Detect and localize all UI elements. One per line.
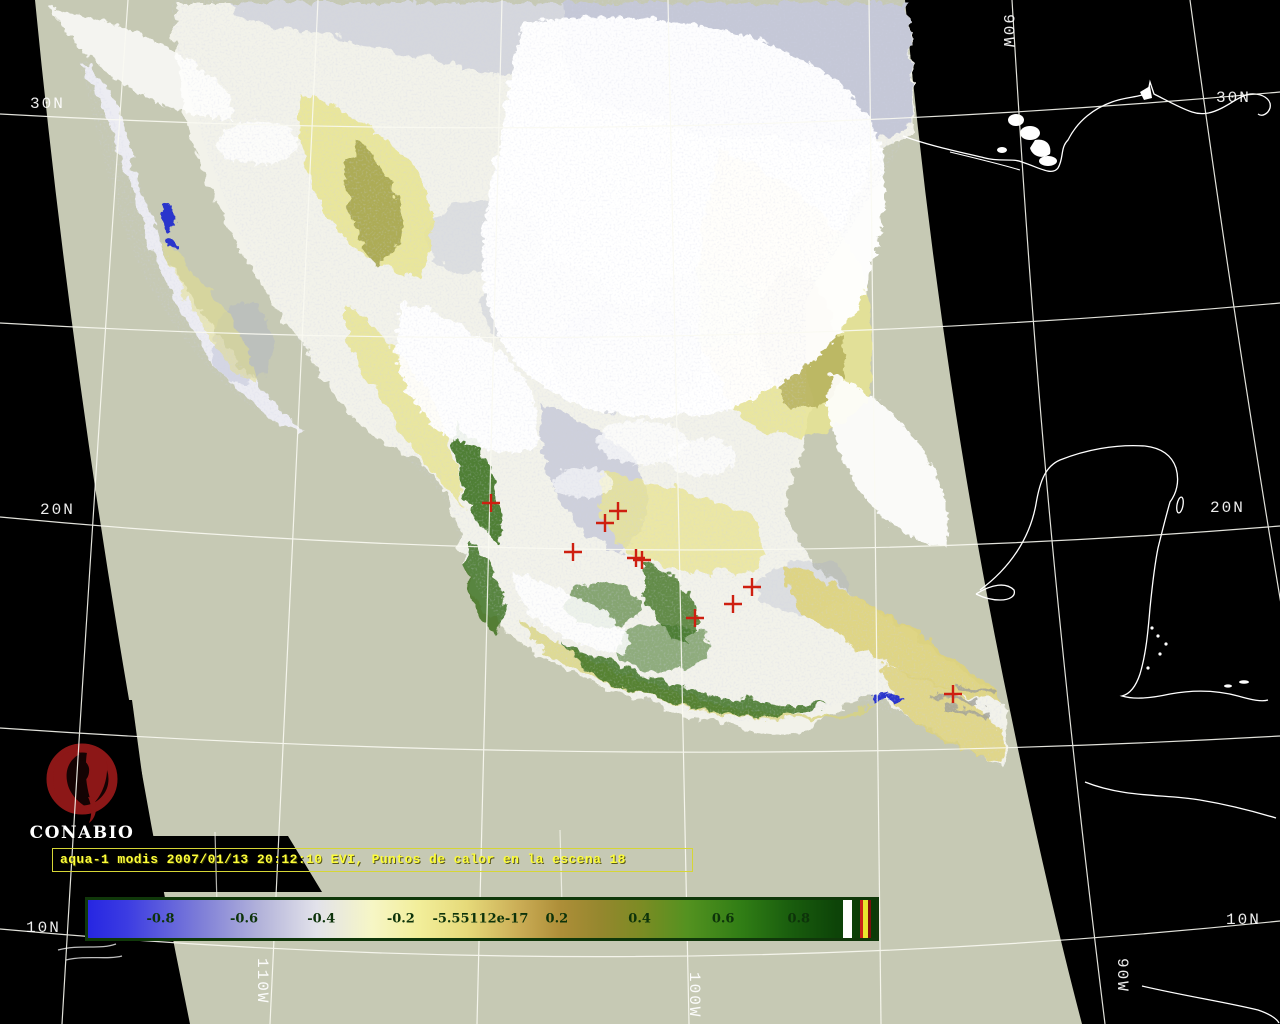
lonline-90w [1011, 0, 1106, 1024]
graticule-label-lon90-bottom: 90W [1113, 958, 1131, 993]
gridline-fragment-a [214, 831, 218, 906]
colorbar-tick-label: 0.2 [545, 911, 569, 927]
graticule-label-lat30-left: 30N [30, 95, 65, 113]
latline-25n [0, 302, 1280, 339]
coastal-lakes [997, 86, 1249, 688]
lonline-115w [61, 0, 129, 1024]
graticule-label-lat10-left: 10N [26, 919, 61, 937]
fire-hotspot-marker [633, 551, 651, 569]
fire-hotspot-marker [596, 514, 614, 532]
colorbar-tick-label: 0.8 [787, 911, 811, 927]
colorbar-tick-label: 0.4 [628, 911, 651, 927]
colorbar-stripe-yellow [863, 900, 868, 938]
colorbar-stripe-darkred [868, 900, 871, 938]
conabio-logo: CONABIO [30, 743, 135, 843]
cozumel-island [1176, 496, 1184, 514]
fire-hotspot-marker [609, 502, 627, 520]
coastline-honduras [1084, 781, 1277, 819]
graticule-labels: 30N 30N 20N 20N 10N 10N 90W 110W 100W 90W [26, 14, 1261, 1018]
fire-hotspot-marker [686, 609, 704, 627]
evi-colorbar: -0.8 -0.6 -0.4 -0.2 -5.55112e-17 0.2 0.4 0.6 0.8 [85, 897, 879, 941]
coastline-gulf-us [902, 79, 1271, 172]
evi-colorbar-gradient [88, 900, 876, 938]
gridline-fragment-b [559, 829, 563, 906]
coastline-texas-barrier [949, 151, 1021, 171]
latline-10n [0, 920, 1280, 958]
colorbar-tick-label: -5.55112e-17 [432, 911, 529, 927]
coastlines [57, 79, 1280, 1024]
colorbar-tick-label: -0.8 [146, 911, 175, 927]
graticule-label-lon100-bottom: 100W [685, 972, 703, 1018]
fire-hotspot-marker [482, 494, 500, 512]
conabio-wordmark: CONABIO [30, 823, 135, 843]
lonline-105w [476, 0, 503, 1024]
fire-hotspot-marker [564, 543, 582, 561]
latline-20n [0, 516, 1280, 551]
graticule-label-lon110-bottom: 110W [253, 958, 271, 1004]
graticule-label-lat10-right: 10N [1226, 911, 1261, 929]
colorbar-tick-label: -0.4 [307, 911, 336, 927]
colorbar-tick-label: 0.6 [711, 911, 735, 927]
coastline-fragment-left [57, 943, 123, 961]
graticule-label-lon90-top: 90W [999, 14, 1017, 49]
fire-hotspot-marker [944, 685, 962, 703]
evi-speckle-texture [78, 0, 1006, 768]
banner-backing [0, 836, 322, 892]
lonline-85w [1189, 0, 1280, 602]
colorbar-tick-label: -0.6 [230, 911, 259, 927]
colorbar-stripe-red [860, 900, 863, 938]
fire-hotspot-marker [743, 578, 761, 596]
fire-hotspot-markers [482, 494, 962, 703]
coastline-pacific-central-america [1141, 985, 1280, 1024]
graticule-label-lat20-right: 20N [1210, 499, 1245, 517]
graticule-label-lat20-left: 20N [40, 501, 75, 519]
coastline-yucatan [975, 444, 1269, 702]
colorbar-stripe-white [843, 900, 852, 938]
latline-15n [0, 727, 1280, 753]
fire-hotspot-marker [724, 595, 742, 613]
latline-30n [0, 91, 1280, 129]
colorbar-tick-label: -0.2 [386, 911, 415, 927]
product-banner: aqua-1 modis 2007/01/13 20:12:10 EVI, Pu… [52, 848, 693, 872]
graticule-label-lat30-right: 30N [1216, 89, 1251, 107]
lonline-95w [868, 0, 882, 1024]
